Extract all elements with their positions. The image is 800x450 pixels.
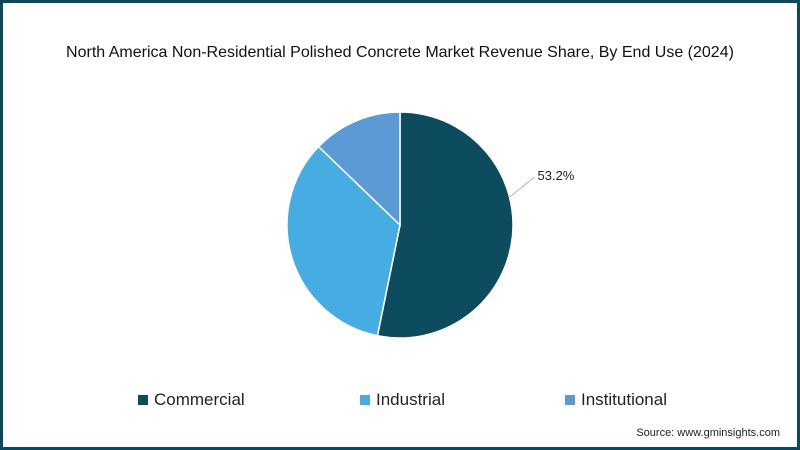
pie-slice-commercial [376,111,514,339]
legend: Commercial Industrial Institutional [0,390,800,412]
legend-swatch [138,395,148,405]
legend-label: Commercial [154,390,245,409]
legend-swatch [360,395,370,405]
data-label-leader [509,176,535,198]
legend-item-industrial: Industrial [360,390,445,410]
chart-title: North America Non-Residential Polished C… [66,44,734,61]
legend-swatch [565,395,575,405]
source-text: Source: www.gminsights.com [636,427,780,439]
pie-slice-industrial [286,145,401,337]
legend-label: Industrial [376,390,445,409]
legend-label: Institutional [581,390,667,409]
legend-item-commercial: Commercial [138,390,245,410]
legend-item-institutional: Institutional [565,390,667,410]
data-label: 53.2% [538,168,575,183]
pie-slice-institutional [317,111,401,227]
